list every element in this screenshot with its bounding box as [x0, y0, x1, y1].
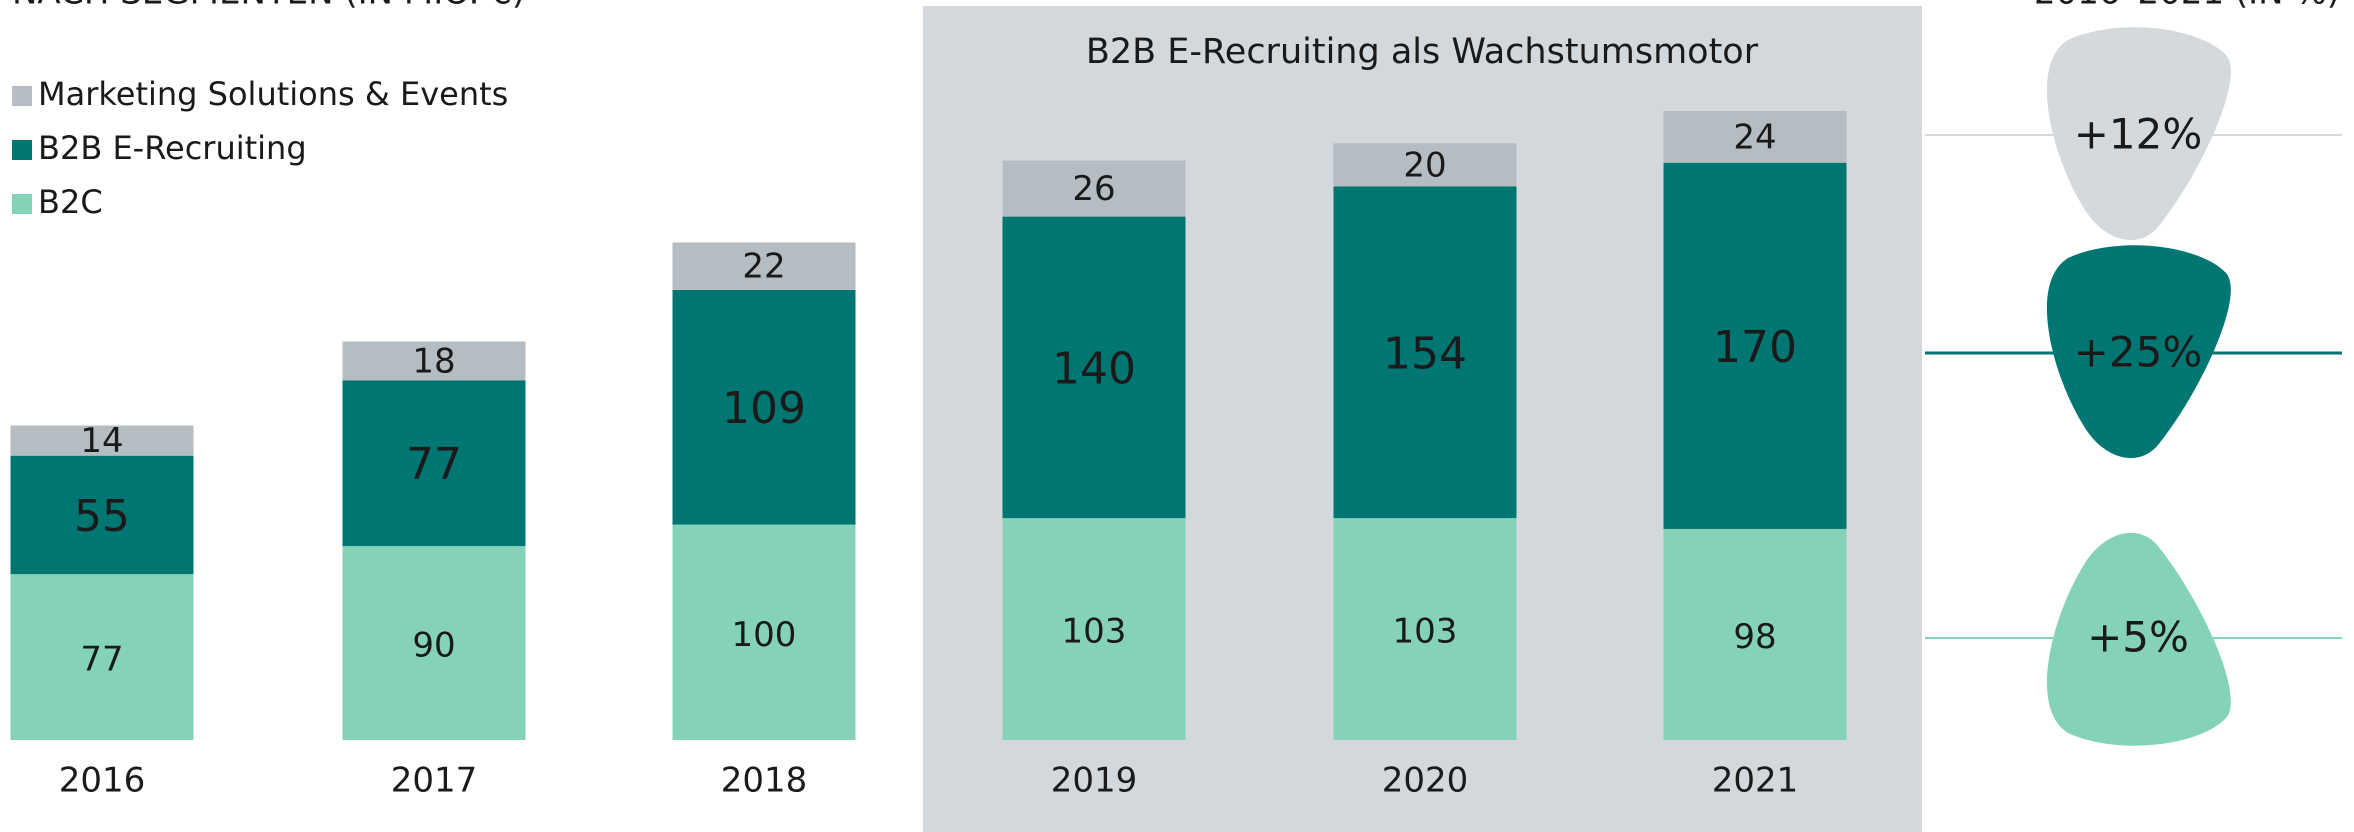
bar-segment: [1663, 528, 1847, 740]
growth-badge: [2046, 532, 2231, 746]
bar-segment: [1002, 216, 1186, 519]
legend-swatch: [12, 86, 32, 106]
value-label: 77: [80, 640, 123, 680]
growth-label: +12%: [2074, 110, 2203, 159]
bar-segment: [10, 574, 194, 740]
bar-segment: [1333, 186, 1517, 519]
chart-title: NACH SEGMENTEN (IN MIO. €): [12, 0, 525, 13]
value-label: 103: [1393, 612, 1458, 652]
legend-swatch: [12, 140, 32, 160]
x-tick-label: 2018: [721, 761, 808, 801]
bar-segment: [1333, 143, 1517, 187]
value-label: 55: [74, 491, 130, 542]
legend-label: Marketing Solutions & Events: [38, 75, 508, 113]
bar-segment: [672, 242, 856, 290]
value-label: 90: [412, 626, 455, 666]
bar-segment: [342, 546, 526, 740]
bar-segment: [672, 289, 856, 525]
growth-badge: [2046, 245, 2231, 459]
value-label: 109: [722, 383, 806, 434]
value-label: 154: [1383, 328, 1467, 379]
x-tick-label: 2019: [1051, 761, 1138, 801]
value-label: 103: [1062, 612, 1127, 652]
value-label: 140: [1052, 343, 1136, 394]
bar-segment: [1333, 518, 1517, 740]
value-label: 26: [1072, 169, 1115, 209]
legend-label: B2C: [38, 183, 103, 221]
value-label: 14: [80, 421, 123, 461]
bar-segment: [1002, 160, 1186, 217]
highlight-title: B2B E-Recruiting als Wachstumsmotor: [1086, 32, 1759, 72]
value-label: 18: [412, 341, 455, 381]
x-tick-label: 2021: [1712, 761, 1799, 801]
bar-segment: [342, 341, 526, 381]
bar-segment: [1663, 162, 1847, 529]
value-label: 77: [406, 439, 462, 490]
chart-subtitle: 2016–2021 (IN %): [2034, 0, 2340, 13]
growth-label: +5%: [2087, 613, 2189, 662]
x-tick-label: 2020: [1382, 761, 1469, 801]
bar-segment: [1002, 518, 1186, 740]
legend-label: B2B E-Recruiting: [38, 129, 307, 167]
legend-swatch: [12, 194, 32, 214]
x-tick-label: 2017: [391, 761, 478, 801]
bar-segment: [10, 455, 194, 575]
value-label: 170: [1713, 322, 1797, 373]
bar-segment: [342, 380, 526, 547]
value-label: 98: [1733, 617, 1776, 657]
x-tick-label: 2016: [59, 761, 146, 801]
value-label: 24: [1733, 117, 1776, 157]
bar-segment: [1663, 111, 1847, 163]
value-label: 22: [742, 247, 785, 287]
growth-label: +25%: [2074, 328, 2203, 377]
value-label: 100: [732, 615, 797, 655]
bar-segment: [672, 524, 856, 740]
value-label: 20: [1403, 145, 1446, 185]
bar-segment: [10, 425, 194, 456]
growth-badge: [2046, 27, 2231, 241]
